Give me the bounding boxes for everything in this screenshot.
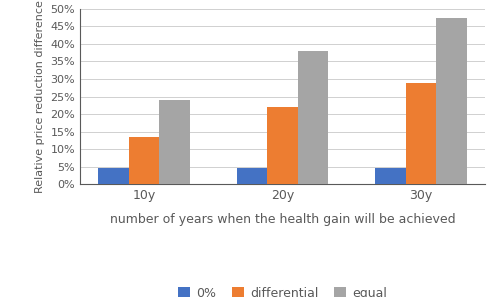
Bar: [436, 18, 466, 184]
Bar: [237, 168, 268, 184]
Bar: [160, 100, 190, 184]
Legend: 0%, differential, equal: 0%, differential, equal: [173, 282, 392, 297]
Bar: [406, 83, 436, 184]
Bar: [298, 51, 328, 184]
Bar: [268, 107, 298, 184]
Bar: [129, 137, 160, 184]
Y-axis label: Relative price reduction difference: Relative price reduction difference: [35, 0, 45, 193]
Bar: [98, 168, 129, 184]
Bar: [375, 168, 406, 184]
X-axis label: number of years when the health gain will be achieved: number of years when the health gain wil…: [110, 213, 456, 226]
